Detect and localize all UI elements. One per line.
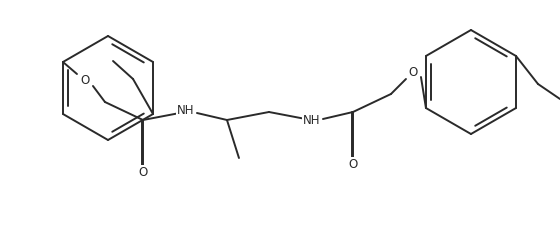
Text: O: O	[348, 158, 358, 171]
Text: NH: NH	[177, 104, 195, 118]
Text: NH: NH	[303, 115, 321, 128]
Text: O: O	[138, 167, 148, 179]
Text: O: O	[408, 66, 418, 79]
Text: O: O	[80, 73, 90, 86]
